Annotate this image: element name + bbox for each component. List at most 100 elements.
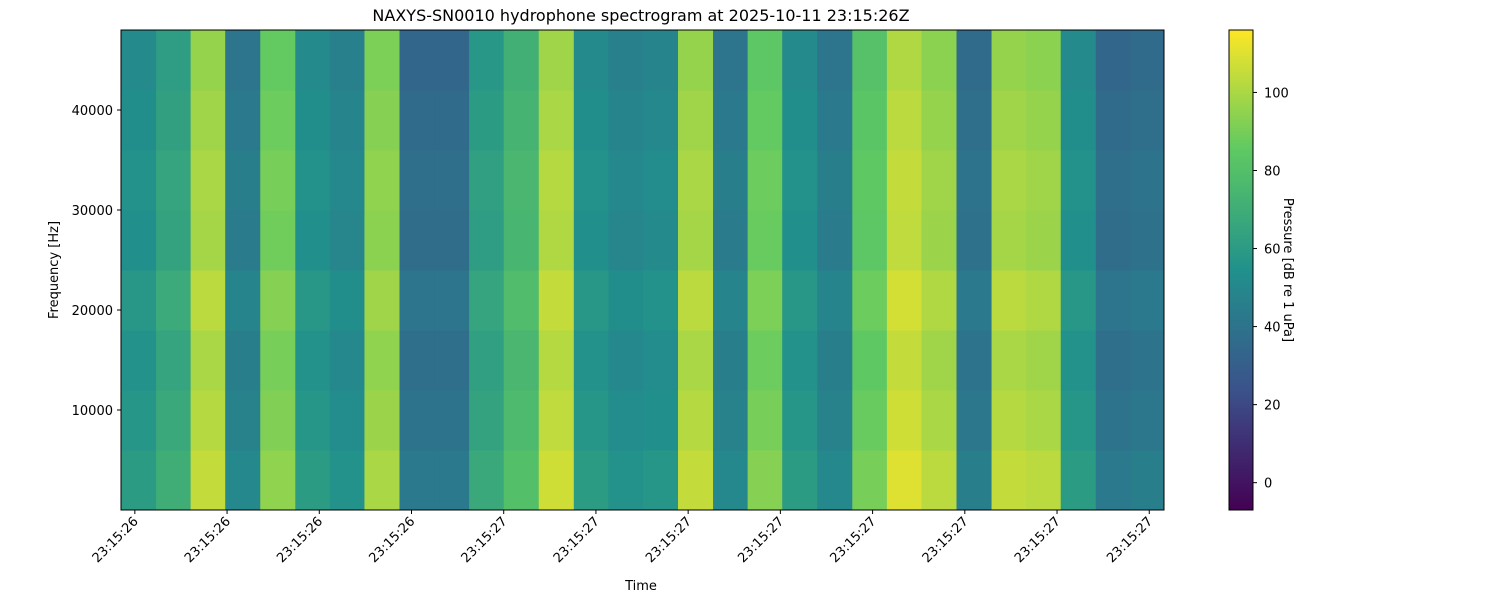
heatmap-cell bbox=[642, 30, 679, 91]
heatmap-cell bbox=[295, 90, 331, 151]
heatmap-cell bbox=[642, 270, 679, 331]
x-tick-label: 23:15:26 bbox=[366, 514, 418, 566]
heatmap-cell bbox=[260, 270, 296, 331]
heatmap-cell bbox=[469, 330, 505, 391]
y-tick-label: 40000 bbox=[72, 104, 113, 119]
heatmap-cell bbox=[1026, 450, 1062, 511]
heatmap-cell bbox=[434, 330, 470, 391]
heatmap-cell bbox=[190, 450, 226, 511]
colorbar-tick-label: 100 bbox=[1264, 86, 1289, 101]
heatmap-cell bbox=[713, 210, 749, 271]
heatmap-cell bbox=[503, 330, 540, 391]
heatmap-cell bbox=[469, 150, 505, 211]
heatmap-cell bbox=[852, 270, 888, 331]
heatmap-cell bbox=[642, 390, 679, 451]
heatmap-cell bbox=[991, 210, 1027, 271]
heatmap-cell bbox=[956, 150, 993, 211]
heatmap-cell bbox=[364, 270, 401, 331]
x-axis-label: Time bbox=[624, 579, 657, 594]
x-tick-label: 23:15:26 bbox=[90, 514, 142, 566]
heatmap-cell bbox=[1095, 30, 1132, 91]
heatmap-cell bbox=[852, 210, 888, 271]
heatmap-cell bbox=[782, 330, 818, 391]
heatmap-cell bbox=[329, 450, 365, 511]
heatmap-cell bbox=[156, 210, 192, 271]
heatmap-cell bbox=[852, 450, 888, 511]
chart-title: NAXYS-SN0010 hydrophone spectrogram at 2… bbox=[372, 6, 909, 25]
heatmap-cell bbox=[329, 210, 365, 271]
heatmap-cell bbox=[852, 390, 888, 451]
heatmap-cell bbox=[852, 90, 888, 151]
heatmap-cell bbox=[469, 210, 505, 271]
heatmap-cell bbox=[1130, 90, 1165, 151]
heatmap-cell bbox=[713, 90, 749, 151]
heatmap-cell bbox=[956, 30, 993, 91]
heatmap-cell bbox=[295, 270, 331, 331]
heatmap-cell bbox=[747, 30, 783, 91]
heatmap-cell bbox=[225, 90, 261, 151]
heatmap-cell bbox=[782, 450, 818, 511]
heatmap-cell bbox=[295, 150, 331, 211]
x-tick-label: 23:15:27 bbox=[828, 514, 880, 566]
heatmap-cell bbox=[782, 90, 818, 151]
heatmap-cell bbox=[295, 210, 331, 271]
heatmap-cell bbox=[747, 390, 783, 451]
heatmap-cell bbox=[991, 30, 1027, 91]
heatmap-cell bbox=[260, 450, 296, 511]
heatmap-cell bbox=[921, 390, 958, 451]
heatmap-cell bbox=[713, 330, 749, 391]
heatmap-cell bbox=[921, 210, 958, 271]
heatmap-cell bbox=[642, 330, 679, 391]
heatmap-cell bbox=[1026, 150, 1062, 211]
heatmap-cell bbox=[921, 90, 958, 151]
heatmap-cell bbox=[991, 450, 1027, 511]
heatmap-cell bbox=[121, 210, 157, 271]
x-tick-label: 23:15:26 bbox=[274, 514, 326, 566]
heatmap-cell bbox=[190, 90, 226, 151]
heatmap-cell bbox=[225, 450, 261, 511]
heatmap-cell bbox=[190, 390, 226, 451]
heatmap-cell bbox=[608, 150, 644, 211]
heatmap-cell bbox=[295, 450, 331, 511]
heatmap-cell bbox=[1060, 90, 1097, 151]
colorbar-tick-label: 0 bbox=[1264, 477, 1272, 492]
heatmap-cell bbox=[329, 390, 365, 451]
heatmap-cell bbox=[364, 210, 401, 271]
heatmap-cell bbox=[503, 210, 540, 271]
heatmap-cell bbox=[886, 150, 922, 211]
heatmap-cell bbox=[921, 270, 958, 331]
heatmap-cell bbox=[642, 150, 679, 211]
heatmap-cell bbox=[434, 90, 470, 151]
heatmap-cell bbox=[782, 30, 818, 91]
heatmap-cell bbox=[225, 330, 261, 391]
heatmap-cell bbox=[1060, 210, 1097, 271]
heatmap-cell bbox=[399, 450, 436, 511]
heatmap-cell bbox=[608, 330, 644, 391]
heatmap-cell bbox=[608, 450, 644, 511]
heatmap-cell bbox=[503, 450, 540, 511]
heatmap-cell bbox=[121, 150, 157, 211]
heatmap-cell bbox=[817, 90, 853, 151]
heatmap-cell bbox=[1095, 150, 1132, 211]
heatmap-cell bbox=[713, 390, 749, 451]
heatmap-cell bbox=[886, 270, 922, 331]
heatmap-cell bbox=[1130, 30, 1165, 91]
heatmap-cell bbox=[1060, 390, 1097, 451]
heatmap-cell bbox=[190, 330, 226, 391]
heatmap-cell bbox=[678, 270, 714, 331]
heatmap-cell bbox=[1026, 210, 1062, 271]
heatmap-cell bbox=[921, 450, 958, 511]
heatmap-cell bbox=[538, 90, 575, 151]
heatmap-cell bbox=[678, 390, 714, 451]
heatmap-cell bbox=[956, 330, 993, 391]
heatmap-cell bbox=[503, 270, 540, 331]
heatmap-cell bbox=[190, 30, 226, 91]
heatmap-cell bbox=[469, 270, 505, 331]
heatmap-cell bbox=[121, 90, 157, 151]
heatmap-cell bbox=[921, 330, 958, 391]
x-tick-label: 23:15:27 bbox=[1012, 514, 1064, 566]
heatmap-cell bbox=[225, 390, 261, 451]
heatmap-cell bbox=[1130, 390, 1165, 451]
heatmap-cell bbox=[608, 90, 644, 151]
